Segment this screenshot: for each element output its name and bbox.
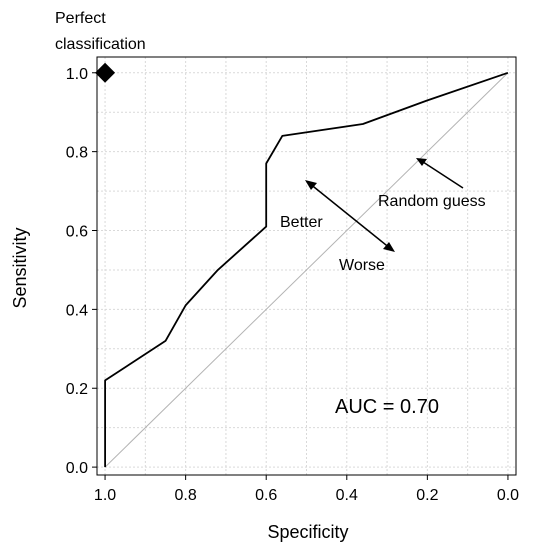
y-axis-title: Sensitivity (10, 227, 30, 308)
y-tick-label: 0.4 (66, 302, 88, 319)
worse-label: Worse (339, 257, 385, 274)
y-tick-label: 0.6 (66, 224, 88, 241)
y-tick-label: 0.2 (66, 381, 88, 398)
better-arrowhead (305, 180, 317, 190)
x-axis-title: Specificity (267, 522, 348, 542)
perfect-classification-marker (95, 62, 116, 83)
y-tick-label: 0.0 (66, 460, 88, 477)
x-tick-label: 0.0 (497, 487, 519, 504)
random-guess-arrowhead (416, 158, 427, 166)
perfect-label-line2: classification (55, 36, 146, 53)
roc-curve (104, 71, 509, 468)
y-tick-label: 1.0 (66, 66, 88, 83)
x-tick-label: 1.0 (94, 487, 116, 504)
y-tick-label: 0.8 (66, 145, 88, 162)
random-guess-label: Random guess (378, 193, 486, 210)
worse-arrowhead (383, 242, 395, 252)
grid (97, 57, 516, 475)
random-guess-reference-line (104, 72, 509, 468)
x-tick-label: 0.2 (416, 487, 438, 504)
better-worse-arrow (308, 182, 392, 250)
better-label: Better (280, 214, 323, 231)
random-guess-arrow (419, 159, 464, 189)
auc-label: AUC = 0.70 (335, 396, 439, 418)
axis-ticks: 1.0 0.8 0.6 0.4 0.2 0.0 0.0 0.2 0.4 0.6 0.8 1.0 (66, 66, 519, 504)
x-tick-label: 0.6 (255, 487, 277, 504)
x-tick-label: 0.4 (336, 487, 358, 504)
plot-frame (96, 56, 517, 476)
x-tick-label: 0.8 (175, 487, 197, 504)
perfect-label-line1: Perfect (55, 10, 106, 27)
